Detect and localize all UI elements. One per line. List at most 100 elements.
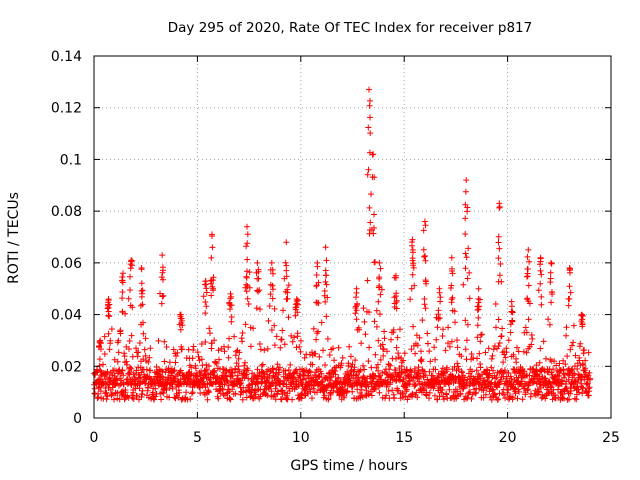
data-point xyxy=(140,330,147,337)
data-point xyxy=(475,303,482,310)
data-point xyxy=(505,337,512,344)
data-point xyxy=(245,367,251,374)
data-point xyxy=(208,254,215,261)
data-point xyxy=(569,342,575,349)
data-point xyxy=(478,332,484,338)
data-point xyxy=(339,354,346,361)
data-point xyxy=(412,350,419,357)
data-point xyxy=(243,371,250,378)
data-point xyxy=(585,349,592,356)
data-point xyxy=(542,375,549,382)
data-point xyxy=(225,344,232,351)
data-point xyxy=(586,384,593,391)
data-point xyxy=(285,314,292,321)
data-point xyxy=(421,296,428,302)
data-point xyxy=(319,378,326,385)
data-point xyxy=(542,395,549,402)
data-point xyxy=(439,386,446,393)
data-point xyxy=(325,382,332,389)
data-point xyxy=(252,391,259,398)
data-point xyxy=(271,305,278,312)
data-point xyxy=(285,367,292,373)
data-point xyxy=(414,342,421,349)
data-point xyxy=(416,376,423,382)
data-point xyxy=(462,317,469,324)
data-point xyxy=(171,367,178,374)
data-point xyxy=(125,295,132,302)
data-point xyxy=(254,287,261,294)
data-point xyxy=(452,319,458,326)
data-point xyxy=(143,366,150,373)
data-point xyxy=(476,350,483,357)
data-point xyxy=(451,308,458,315)
data-point xyxy=(548,299,555,306)
data-point xyxy=(366,309,372,316)
data-point xyxy=(550,366,557,373)
data-point xyxy=(114,389,121,396)
data-point xyxy=(178,315,185,322)
data-point xyxy=(117,330,124,337)
data-point xyxy=(510,351,517,358)
data-point xyxy=(91,385,98,392)
data-point xyxy=(434,396,441,403)
data-point xyxy=(159,293,166,300)
data-point xyxy=(129,257,136,264)
data-point xyxy=(503,349,510,356)
data-point xyxy=(566,396,573,403)
data-point xyxy=(460,281,467,288)
data-point xyxy=(188,364,195,371)
data-point xyxy=(427,358,434,365)
data-point xyxy=(136,340,143,346)
data-point xyxy=(228,314,235,320)
data-point xyxy=(294,330,301,337)
data-point xyxy=(537,254,544,261)
data-point xyxy=(235,355,242,362)
data-point xyxy=(172,359,179,366)
data-point xyxy=(492,301,499,307)
data-point xyxy=(254,387,261,394)
data-point xyxy=(580,361,586,368)
data-point xyxy=(566,296,573,302)
data-point xyxy=(242,359,248,366)
data-point xyxy=(537,267,544,274)
data-point xyxy=(449,294,456,301)
data-point xyxy=(438,389,445,396)
data-point xyxy=(100,361,106,368)
data-point xyxy=(368,191,374,198)
data-point xyxy=(493,324,499,331)
data-point xyxy=(95,394,102,401)
data-point xyxy=(242,321,249,328)
data-point xyxy=(373,307,380,314)
data-point xyxy=(436,285,443,292)
data-point xyxy=(101,351,108,357)
data-point xyxy=(187,396,194,403)
data-point xyxy=(582,357,589,364)
data-point xyxy=(362,331,369,338)
data-point xyxy=(353,285,360,292)
data-point xyxy=(537,345,544,352)
data-point xyxy=(548,289,555,296)
data-point xyxy=(538,301,545,308)
data-point xyxy=(415,364,422,371)
data-point xyxy=(395,350,402,357)
data-point xyxy=(114,358,121,365)
data-point xyxy=(255,268,262,275)
data-point xyxy=(514,395,521,402)
data-point xyxy=(454,337,460,344)
data-point xyxy=(533,362,540,369)
data-point xyxy=(409,242,415,249)
data-point xyxy=(119,367,126,374)
data-point xyxy=(255,288,262,295)
data-point xyxy=(429,372,436,379)
data-point xyxy=(560,357,567,364)
data-point xyxy=(276,369,283,376)
data-point xyxy=(397,326,403,333)
data-point xyxy=(375,284,382,291)
data-point xyxy=(101,380,107,387)
data-point xyxy=(177,368,183,375)
data-point xyxy=(226,335,233,342)
data-point xyxy=(409,236,416,243)
data-point xyxy=(566,283,573,290)
data-point xyxy=(244,256,251,263)
